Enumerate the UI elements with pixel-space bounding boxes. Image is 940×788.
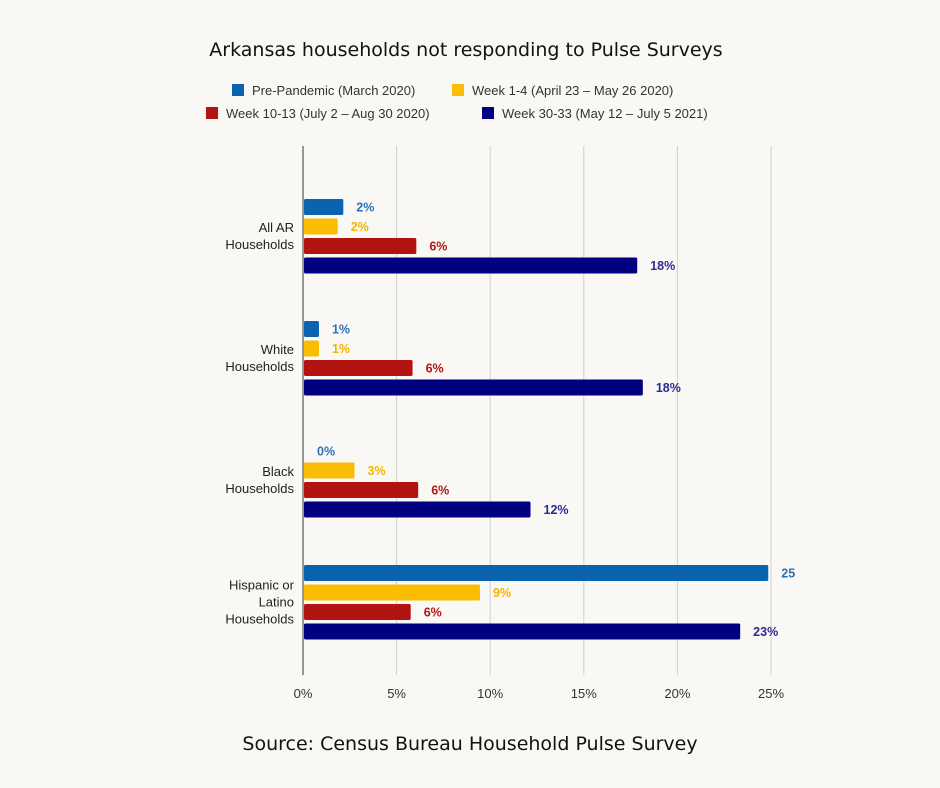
legend-label: Week 10-13 (July 2 – Aug 30 2020) [226, 106, 430, 121]
bar [304, 379, 643, 396]
bar [304, 565, 769, 581]
data-label: 1% [332, 323, 350, 337]
legend-swatch [452, 84, 464, 96]
bar [304, 360, 413, 376]
bar [304, 340, 319, 357]
data-label: 2% [356, 201, 374, 215]
data-label: 2% [351, 220, 369, 234]
x-tick-label: 15% [571, 686, 597, 701]
category-label: Hispanic or Latino Households [225, 577, 294, 626]
bar [304, 604, 411, 620]
bar [304, 321, 319, 337]
legend-label: Pre-Pandemic (March 2020) [252, 83, 415, 98]
category-label: All AR Households [225, 220, 294, 252]
bar [304, 199, 344, 215]
data-label: 18% [656, 381, 681, 395]
legend-swatch [482, 107, 494, 119]
data-label: 18% [650, 259, 675, 273]
data-label: 6% [426, 362, 444, 376]
data-label: 23% [753, 625, 778, 639]
x-tick-label: 0% [294, 686, 313, 701]
bar [304, 501, 531, 518]
x-tick-label: 5% [387, 686, 406, 701]
data-label: 6% [431, 484, 449, 498]
bar [304, 623, 741, 640]
data-label: 12% [544, 503, 569, 517]
bar [304, 218, 338, 235]
bars: 2% 1% 0% 25 2% 1% 3% 9% 6% 6% 6% 6% 18% 18% 12% 23% [304, 199, 795, 640]
legend-swatch [232, 84, 244, 96]
chart-title: Arkansas households not responding to Pu… [209, 39, 722, 61]
legend-swatch [206, 107, 218, 119]
legend: Pre-Pandemic (March 2020) Week 1-4 (April… [206, 83, 708, 121]
data-label: 0% [317, 445, 335, 459]
bar [304, 482, 419, 498]
data-label: 25 [781, 567, 795, 581]
data-label: 1% [332, 342, 350, 356]
legend-label: Week 30-33 (May 12 – July 5 2021) [502, 106, 708, 121]
legend-label: Week 1-4 (April 23 – May 26 2020) [472, 83, 673, 98]
x-tick-label: 20% [664, 686, 690, 701]
bar [304, 462, 355, 479]
data-label: 9% [493, 586, 511, 600]
data-label: 6% [429, 240, 447, 254]
bar [304, 238, 417, 254]
bar-chart: Arkansas households not responding to Pu… [206, 39, 795, 701]
category-label: White Households [225, 342, 294, 374]
bar [304, 584, 480, 601]
category-label: Black Households [225, 464, 294, 496]
axis: 0% 5% 10% 15% 20% 25% All AR Households White Hou… [225, 146, 784, 701]
bar [304, 257, 638, 274]
x-tick-label: 10% [477, 686, 503, 701]
x-tick-label: 25% [758, 686, 784, 701]
data-label: 3% [368, 464, 386, 478]
data-label: 6% [424, 606, 442, 620]
source-note: Source: Census Bureau Household Pulse Su… [242, 733, 698, 755]
